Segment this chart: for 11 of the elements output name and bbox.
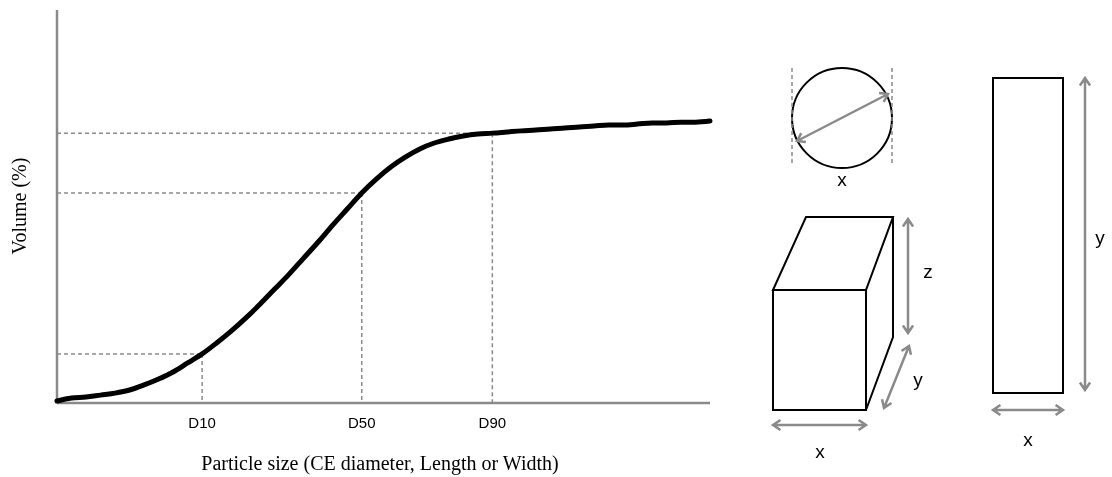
y-axis-title: Volume (%)	[8, 157, 31, 255]
text: x	[837, 169, 848, 190]
x-tick-label: D10	[188, 414, 216, 431]
text: x	[1023, 429, 1034, 450]
text: x	[815, 441, 826, 462]
x-tick-label: D90	[478, 414, 507, 431]
x-axis-title: Particle size (CE diameter, Length or Width)	[201, 452, 559, 475]
text: y	[1095, 227, 1106, 248]
text: z	[923, 261, 933, 282]
text: y	[913, 369, 924, 390]
x-tick-label: D50	[347, 414, 376, 431]
